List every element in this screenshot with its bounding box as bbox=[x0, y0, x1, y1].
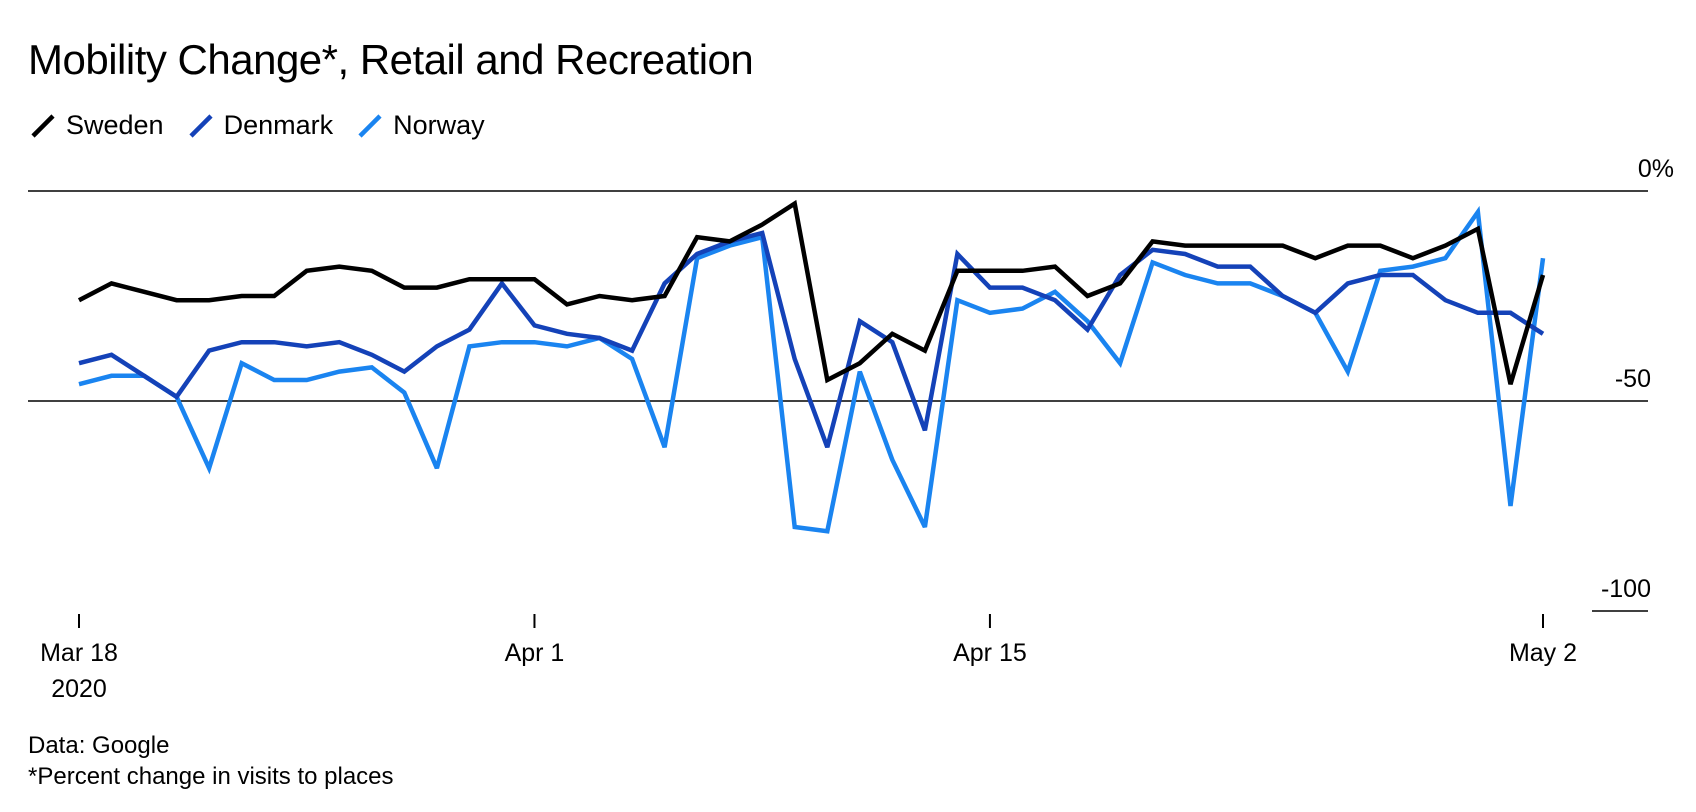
y-tick-label: 0% bbox=[1638, 155, 1674, 183]
source-note: Data: Google bbox=[28, 732, 170, 759]
legend-swatch-norway bbox=[358, 113, 382, 138]
x-tick-label: Apr 1 bbox=[505, 639, 565, 667]
legend-label-norway: Norway bbox=[393, 110, 485, 140]
series-line-sweden bbox=[77, 199, 1546, 385]
legend: Sweden Denmark Norway bbox=[28, 110, 507, 141]
chart-title: Mobility Change*, Retail and Recreation bbox=[28, 36, 754, 83]
x-tick-label: May 2 bbox=[1509, 639, 1577, 667]
legend-label-denmark: Denmark bbox=[223, 110, 334, 140]
legend-item-sweden: Sweden bbox=[28, 110, 164, 141]
x-tick-sublabel: 2020 bbox=[51, 675, 107, 703]
series-line-denmark bbox=[78, 230, 1545, 448]
legend-item-norway: Norway bbox=[355, 110, 485, 141]
legend-swatch-denmark bbox=[188, 113, 213, 138]
legend-swatch-sweden bbox=[31, 113, 55, 138]
series-line-norway bbox=[78, 205, 1546, 534]
x-tick-label: Mar 18 bbox=[40, 639, 118, 667]
y-tick-label: -50 bbox=[1615, 365, 1651, 393]
footnote: *Percent change in visits to places bbox=[28, 763, 394, 790]
y-tick-label: -100 bbox=[1601, 575, 1651, 603]
x-tick-label: Apr 15 bbox=[953, 639, 1027, 667]
footer: Data: Google *Percent change in visits t… bbox=[28, 730, 394, 792]
legend-item-denmark: Denmark bbox=[186, 110, 334, 141]
legend-label-sweden: Sweden bbox=[66, 110, 164, 140]
